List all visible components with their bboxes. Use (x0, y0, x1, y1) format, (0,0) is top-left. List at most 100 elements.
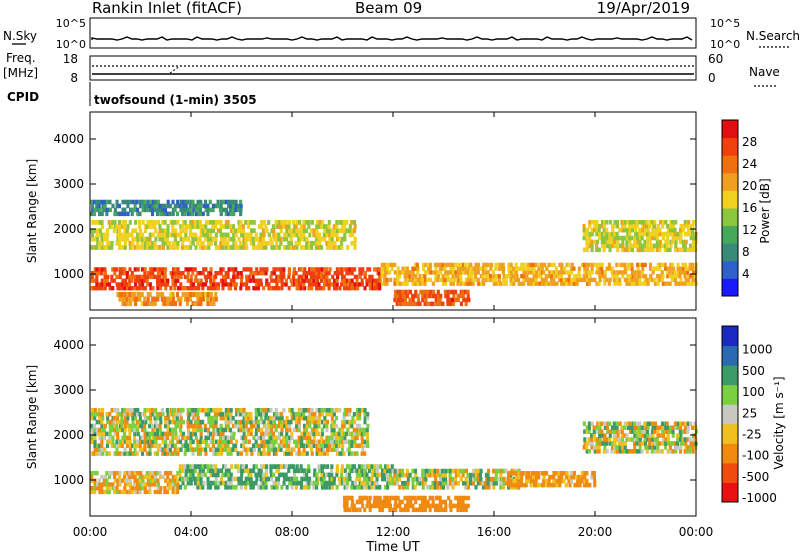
heatmap-cell (444, 508, 447, 513)
heatmap-cell (103, 447, 106, 452)
heatmap-cell (243, 432, 246, 437)
heatmap-cell (101, 416, 104, 421)
heatmap-cell (646, 449, 649, 454)
heatmap-cell (669, 445, 672, 450)
heatmap-cell (336, 464, 339, 469)
heatmap-cell (164, 440, 167, 445)
heatmap-cell (269, 468, 272, 473)
heatmap-cell (222, 436, 225, 441)
heatmap-cell (510, 270, 513, 274)
heatmap-cell (644, 441, 647, 446)
heatmap-cell (247, 432, 250, 437)
heatmap-cell (128, 267, 131, 271)
heatmap-cell (154, 237, 157, 242)
heatmap-cell (242, 443, 245, 448)
heatmap-cell (230, 420, 233, 425)
heatmap-cell (634, 228, 637, 233)
heatmap-cell (108, 436, 111, 441)
colorbar-tick-label: -500 (742, 470, 769, 484)
heatmap-cell (252, 424, 255, 429)
heatmap-cell (182, 271, 185, 275)
heatmap-cell (447, 294, 450, 299)
heatmap-cell (646, 433, 649, 438)
heatmap-cell (679, 240, 682, 245)
xtick-label: 00:00 (73, 525, 108, 539)
heatmap-cell (108, 490, 111, 494)
heatmap-cell (355, 279, 358, 283)
heatmap-cell (174, 275, 177, 279)
heatmap-cell (679, 228, 682, 233)
heatmap-cell (510, 278, 513, 282)
heatmap-cell (322, 286, 325, 290)
heatmap-cell (181, 408, 184, 413)
heatmap-cell (174, 436, 177, 441)
heatmap-cell (146, 471, 149, 475)
heatmap-cell (181, 245, 184, 250)
heatmap-cell (113, 271, 116, 275)
heatmap-cell (656, 244, 659, 249)
heatmap-cell (169, 471, 172, 475)
heatmap-cell (588, 429, 591, 434)
heatmap-cell (176, 241, 179, 246)
heatmap-cell (194, 481, 197, 486)
heatmap-cell (365, 496, 368, 501)
heatmap-cell (306, 451, 309, 456)
heatmap-cell (621, 236, 624, 241)
heatmap-cell (545, 274, 548, 278)
heatmap-cell (538, 270, 541, 274)
heatmap-cell (621, 244, 624, 249)
heatmap-cell (273, 436, 276, 441)
heatmap-cell (326, 451, 329, 456)
heatmap-cell (317, 424, 320, 429)
heatmap-cell (560, 471, 563, 476)
heatmap-cell (429, 267, 432, 271)
heatmap-cell (318, 468, 321, 473)
heatmap-cell (434, 270, 437, 274)
heatmap-cell (345, 477, 348, 482)
heatmap-cell (274, 440, 277, 445)
heatmap-cell (689, 437, 692, 442)
heatmap-cell (187, 468, 190, 473)
heatmap-cell (323, 408, 326, 413)
heatmap-cell (548, 479, 551, 484)
heatmap-cell (180, 416, 183, 421)
heatmap-cell (159, 424, 162, 429)
heatmap-cell (131, 271, 134, 275)
heatmap-cell (356, 451, 359, 456)
heatmap-cell (368, 468, 371, 473)
freq-left-tick-top: 18 (63, 52, 78, 66)
heatmap-cell (613, 422, 616, 427)
heatmap-cell (361, 436, 364, 441)
heatmap-cell (110, 275, 113, 279)
heatmap-cell (641, 282, 644, 286)
heatmap-cell (689, 274, 692, 278)
colorbar-segment (722, 463, 738, 483)
heatmap-cell (449, 508, 452, 513)
heatmap-cell (679, 267, 682, 271)
heatmap-cell (239, 286, 242, 290)
velocity-panel: 4000300020001000 Slant Range [km] 100050… (25, 318, 786, 516)
heatmap-cell (691, 425, 694, 430)
heatmap-cell (204, 200, 207, 205)
heatmap-cell (585, 274, 588, 278)
heatmap-cell (298, 408, 301, 413)
heatmap-cell (327, 412, 330, 417)
heatmap-cell (635, 282, 638, 286)
heatmap-cell (459, 274, 462, 278)
heatmap-cell (257, 428, 260, 433)
heatmap-cell (568, 274, 571, 278)
heatmap-cell (323, 477, 326, 482)
heatmap-cell (149, 416, 152, 421)
heatmap-cell (200, 477, 203, 482)
heatmap-cell (181, 481, 184, 486)
heatmap-cell (565, 483, 568, 488)
heatmap-cell (115, 486, 118, 490)
heatmap-cell (674, 228, 677, 233)
heatmap-cell (232, 245, 235, 250)
heatmap-cell (489, 267, 492, 271)
heatmap-cell (487, 270, 490, 274)
heatmap-cell (434, 294, 437, 299)
heatmap-cell (298, 220, 301, 225)
heatmap-cell (108, 412, 111, 417)
heatmap-cell (669, 282, 672, 286)
